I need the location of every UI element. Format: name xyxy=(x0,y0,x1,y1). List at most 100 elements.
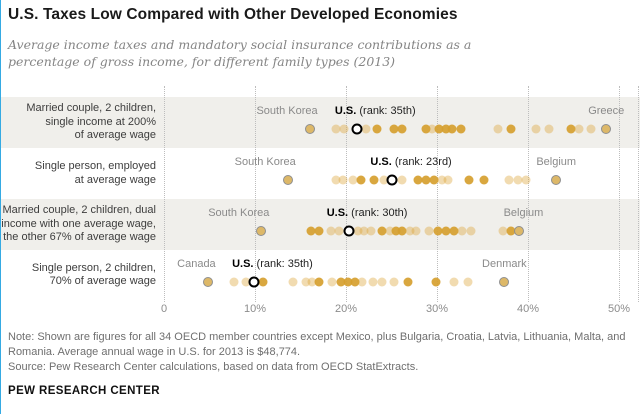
country-dot xyxy=(427,124,437,134)
country-dot xyxy=(437,175,447,185)
gridline xyxy=(528,86,529,302)
country-dot xyxy=(434,124,444,134)
country-dot xyxy=(334,226,344,236)
country-annotation: Canada xyxy=(177,258,216,270)
country-dot xyxy=(301,277,311,287)
country-dot xyxy=(441,226,451,236)
us-dot xyxy=(351,123,363,135)
source-text: Source: Pew Research Center calculations… xyxy=(8,361,419,373)
country-dot xyxy=(544,124,554,134)
axis-tick-label: 50% xyxy=(607,303,631,315)
highlighted-country-dot xyxy=(304,124,315,134)
country-dot xyxy=(397,124,406,134)
country-dot xyxy=(369,175,379,185)
country-dot xyxy=(331,124,341,134)
country-dot xyxy=(429,175,439,185)
us-dot xyxy=(343,225,355,237)
country-dot xyxy=(397,226,407,236)
country-dot xyxy=(377,277,387,287)
country-dot xyxy=(403,277,413,287)
country-dot xyxy=(368,277,378,287)
country-dot xyxy=(359,226,369,236)
country-dot xyxy=(350,277,360,287)
country-dot xyxy=(411,226,421,236)
country-dot xyxy=(343,277,353,287)
axis-tick-label: 10% xyxy=(243,303,267,315)
country-dot xyxy=(377,226,387,236)
row-band xyxy=(1,97,640,148)
highlighted-country-dot xyxy=(513,226,524,236)
country-dot xyxy=(443,175,453,185)
us-rank-annotation: U.S. (rank: 30th) xyxy=(326,207,408,219)
chart-subtitle: Average income taxes and mandatory socia… xyxy=(8,37,472,69)
country-dot xyxy=(389,124,399,134)
highlighted-country-dot xyxy=(499,277,510,287)
country-dot xyxy=(326,226,336,236)
country-dot xyxy=(433,226,443,236)
country-dot xyxy=(498,226,508,236)
country-annotation: Belgium xyxy=(503,207,544,219)
country-dot xyxy=(331,175,341,185)
country-dot xyxy=(504,175,514,185)
country-dot xyxy=(389,277,399,287)
country-dot xyxy=(361,124,371,134)
country-dot xyxy=(424,226,434,236)
us-dot xyxy=(386,174,398,186)
country-dot xyxy=(356,175,366,185)
country-dot xyxy=(506,124,516,134)
country-dot xyxy=(348,175,358,185)
country-dot xyxy=(372,124,382,134)
country-dot xyxy=(229,277,239,287)
highlighted-country-dot xyxy=(282,175,293,185)
country-dot xyxy=(258,277,268,287)
gridline xyxy=(619,86,620,302)
plot-right-edge-gridline xyxy=(638,86,639,302)
us-dot xyxy=(248,276,260,288)
country-dot xyxy=(449,277,459,287)
dot-plot-chart: 0 10% 20% 30% 40% 50% Married couple, 2 childr… xyxy=(1,0,640,330)
highlighted-country-dot xyxy=(202,277,213,287)
country-dot xyxy=(314,226,324,236)
country-dot xyxy=(447,124,457,134)
note-text: Note: Shown are figures for all 34 OECD … xyxy=(8,331,626,358)
country-dot xyxy=(336,277,346,287)
country-dot xyxy=(521,175,531,185)
row-label: Married couple, 2 children, dual income w… xyxy=(1,204,156,244)
country-dot xyxy=(327,277,337,287)
country-dot xyxy=(421,124,431,134)
country-dot xyxy=(366,226,376,236)
country-annotation: South Korea xyxy=(208,207,270,219)
axis-tick-label: 30% xyxy=(425,303,449,315)
highlighted-country-dot xyxy=(601,124,612,134)
country-dot xyxy=(405,226,415,236)
country-dot xyxy=(441,124,451,134)
country-dot xyxy=(513,175,523,185)
country-dot xyxy=(353,226,363,236)
axis-tick-label: 40% xyxy=(516,303,540,315)
country-dot xyxy=(493,124,503,134)
country-dot xyxy=(288,277,298,287)
country-annotation: South Korea xyxy=(256,105,318,117)
country-dot xyxy=(456,124,466,134)
us-rank-annotation: U.S. (rank: 35th) xyxy=(334,105,416,117)
highlighted-country-dot xyxy=(551,175,562,185)
country-annotation: Greece xyxy=(588,105,625,117)
row-band xyxy=(1,199,640,250)
country-dot xyxy=(449,226,459,236)
country-dot xyxy=(479,175,489,185)
country-dot xyxy=(397,175,406,185)
gridline xyxy=(437,86,438,302)
country-dot xyxy=(586,124,596,134)
highlighted-country-dot xyxy=(256,226,267,236)
country-annotation: Denmark xyxy=(482,258,527,270)
gridline xyxy=(346,86,347,302)
row-label: Single person, 2 children, 70% of average… xyxy=(31,261,156,288)
country-dot xyxy=(531,124,541,134)
gridline xyxy=(164,86,165,302)
gridline xyxy=(255,86,256,302)
country-dot xyxy=(339,124,349,134)
country-dot xyxy=(306,226,316,236)
us-rank-annotation: U.S. (rank: 23rd) xyxy=(370,156,452,168)
country-dot xyxy=(338,175,348,185)
